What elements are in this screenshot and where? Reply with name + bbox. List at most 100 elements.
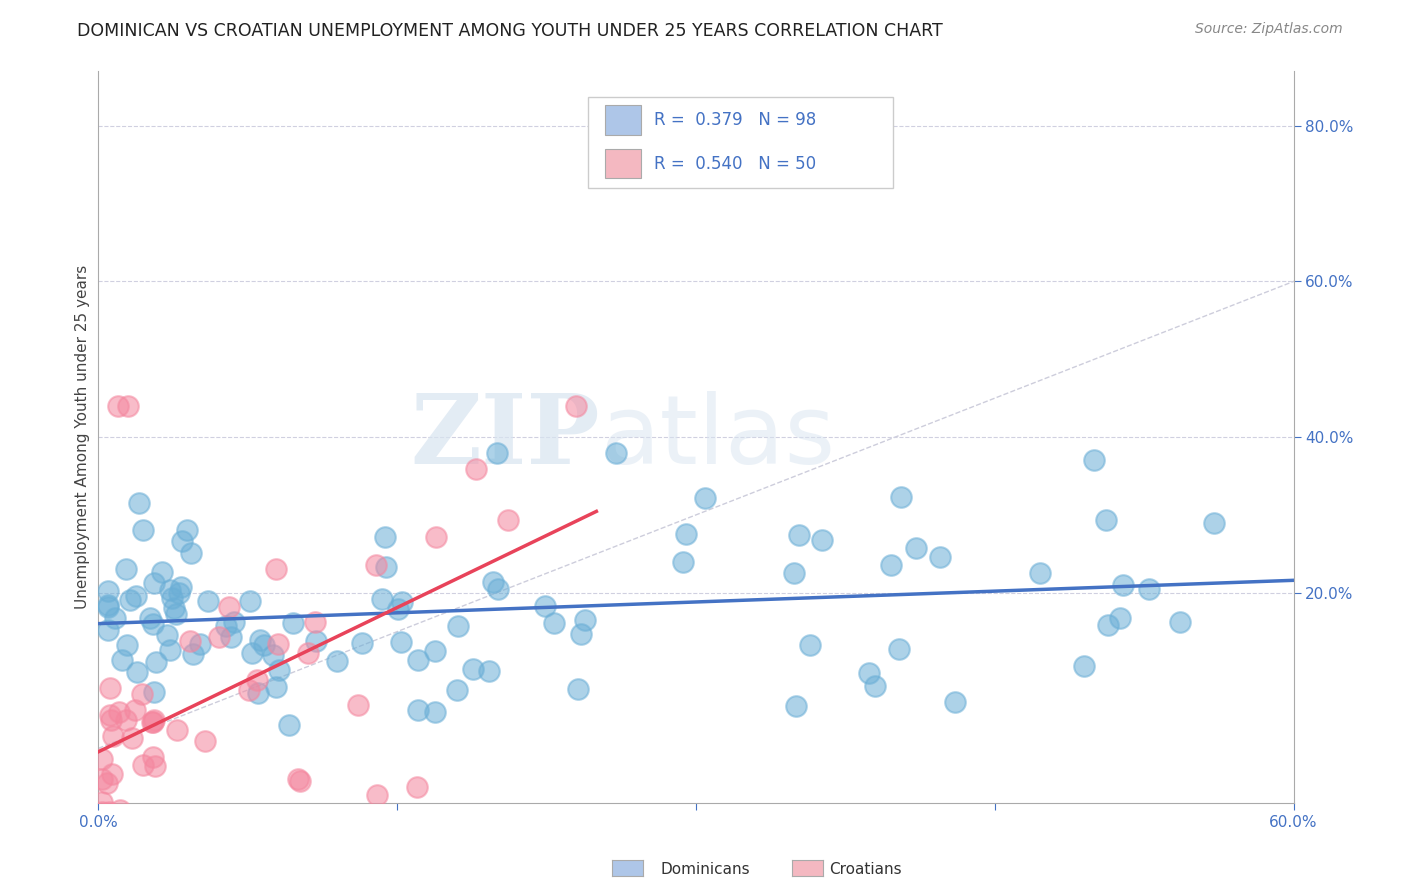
Point xyxy=(114,562,136,576)
Point xyxy=(132,524,155,538)
Point xyxy=(1029,566,1052,580)
Point xyxy=(675,527,697,541)
Point xyxy=(671,555,693,569)
Point xyxy=(278,718,301,732)
Point xyxy=(96,776,118,790)
Point xyxy=(145,655,167,669)
Point xyxy=(97,805,120,819)
Point xyxy=(91,752,114,766)
Point xyxy=(98,681,121,695)
Point xyxy=(160,591,183,605)
Point xyxy=(370,592,392,607)
Point xyxy=(108,803,131,817)
Point xyxy=(97,583,120,598)
Point xyxy=(131,688,153,702)
Point xyxy=(179,634,201,648)
Point xyxy=(167,586,190,600)
Point xyxy=(1094,513,1116,527)
Point xyxy=(1139,582,1161,596)
Point xyxy=(100,713,122,727)
Point xyxy=(108,818,131,832)
Point xyxy=(889,641,911,656)
Text: Croatians: Croatians xyxy=(830,863,903,877)
Point xyxy=(574,613,596,627)
Point xyxy=(890,490,912,504)
FancyBboxPatch shape xyxy=(605,149,641,178)
Point xyxy=(264,680,287,694)
Point xyxy=(297,646,319,660)
Point xyxy=(188,637,211,651)
Point xyxy=(799,638,821,652)
Point xyxy=(408,653,430,667)
Point xyxy=(374,530,396,544)
Point xyxy=(406,780,429,795)
Point xyxy=(125,665,148,679)
Point xyxy=(143,759,166,773)
Point xyxy=(139,611,162,625)
Text: Dominicans: Dominicans xyxy=(661,863,751,877)
Point xyxy=(811,533,834,548)
Point xyxy=(125,589,148,603)
Point xyxy=(423,705,446,719)
Point xyxy=(569,627,592,641)
Point xyxy=(1168,615,1191,629)
Point xyxy=(163,600,186,615)
Point xyxy=(132,758,155,772)
Point xyxy=(446,682,468,697)
Point xyxy=(124,703,146,717)
Point xyxy=(215,619,238,633)
Point xyxy=(464,462,486,476)
Point xyxy=(108,705,131,719)
Point xyxy=(366,788,388,802)
Point xyxy=(91,795,114,809)
Point xyxy=(114,818,136,832)
Point xyxy=(387,602,409,616)
Point xyxy=(115,713,138,727)
Point xyxy=(143,714,166,728)
Point xyxy=(219,630,242,644)
Point xyxy=(101,729,124,743)
Point xyxy=(269,663,291,677)
Point xyxy=(543,615,565,630)
Point xyxy=(865,679,887,693)
Point xyxy=(783,566,806,580)
Point xyxy=(281,615,304,630)
Point xyxy=(141,714,163,729)
Point xyxy=(565,399,588,413)
Point xyxy=(249,632,271,647)
Point xyxy=(115,638,138,652)
Point xyxy=(104,611,127,625)
Point xyxy=(107,399,129,413)
Point xyxy=(352,636,374,650)
Point xyxy=(904,541,927,555)
Point xyxy=(240,646,263,660)
Point xyxy=(218,600,240,615)
Point xyxy=(1108,611,1130,625)
FancyBboxPatch shape xyxy=(589,97,893,188)
Point xyxy=(567,681,589,696)
Point xyxy=(374,560,396,574)
Point xyxy=(482,575,505,590)
Point xyxy=(880,558,903,572)
Point xyxy=(1073,659,1095,673)
Point xyxy=(406,703,429,717)
Point xyxy=(197,594,219,608)
Point xyxy=(787,528,810,542)
Point xyxy=(1202,516,1225,531)
Point xyxy=(785,698,807,713)
Point xyxy=(159,643,181,657)
Point xyxy=(326,654,349,668)
Point xyxy=(1097,617,1119,632)
Point xyxy=(142,575,165,590)
Text: R =  0.379   N = 98: R = 0.379 N = 98 xyxy=(654,111,817,129)
Point xyxy=(118,592,141,607)
Point xyxy=(447,618,470,632)
Point xyxy=(1111,577,1133,591)
Point xyxy=(180,546,202,560)
Point xyxy=(100,707,122,722)
Point xyxy=(100,767,122,781)
Point xyxy=(391,595,413,609)
Point xyxy=(461,662,484,676)
Point xyxy=(288,773,311,788)
Text: R =  0.540   N = 50: R = 0.540 N = 50 xyxy=(654,154,817,172)
